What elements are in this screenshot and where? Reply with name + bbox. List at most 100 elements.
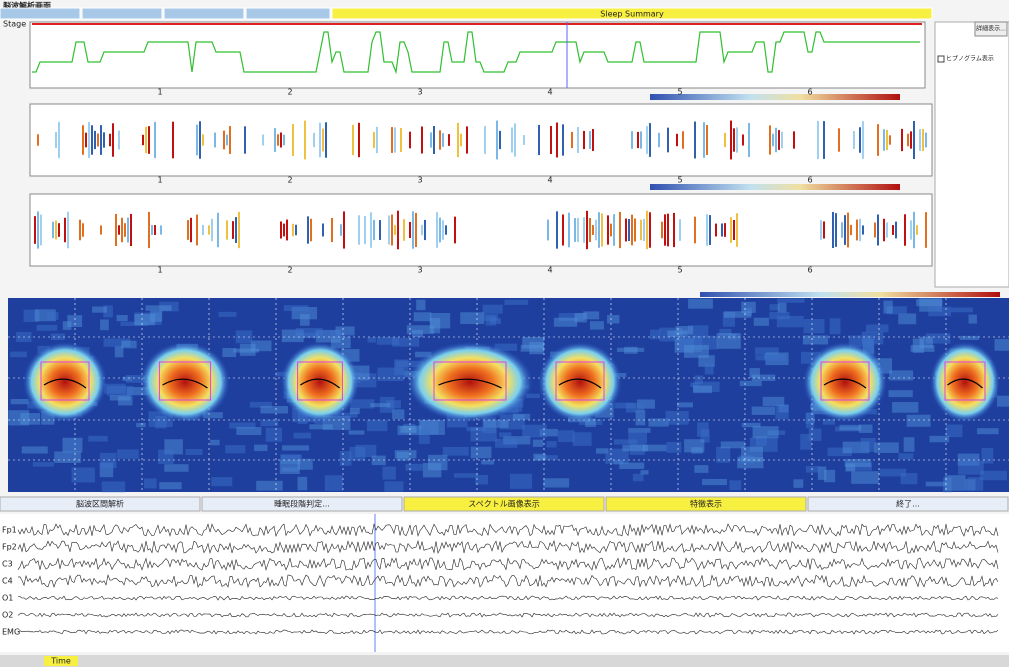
feature-bar: [511, 127, 513, 152]
feature-bar: [610, 224, 612, 237]
spec-noise: [146, 305, 172, 311]
feature-bar: [886, 222, 888, 237]
spec-noise: [693, 386, 712, 393]
spec-noise: [100, 453, 117, 468]
spec-blob: [930, 342, 1000, 422]
spec-noise: [406, 464, 424, 471]
feature-bar: [211, 219, 213, 241]
spec-noise: [282, 445, 309, 450]
feature-bar: [523, 135, 525, 145]
spec-blob: [140, 342, 230, 422]
feature-bar: [859, 127, 861, 153]
panel-label: Stage: [3, 20, 26, 29]
feature-bar: [904, 214, 906, 245]
feature-bar: [442, 133, 444, 147]
spec-noise: [349, 447, 365, 461]
spec-noise: [666, 442, 681, 453]
spec-noise: [995, 339, 1009, 351]
feature-bar: [160, 225, 162, 234]
feature-bar: [856, 220, 858, 241]
feature-bar: [292, 124, 294, 156]
feature-bar: [907, 134, 909, 147]
spec-noise: [558, 430, 575, 442]
feature-bar: [844, 215, 846, 245]
spec-noise: [911, 345, 935, 352]
channel-label: O2: [2, 611, 13, 620]
feature-bar: [433, 126, 435, 154]
tab[interactable]: [0, 8, 80, 19]
feature-bar: [874, 223, 876, 238]
feature-bar: [412, 211, 414, 248]
spec-noise: [260, 406, 287, 413]
feature-bar: [409, 132, 411, 149]
feature-bar: [721, 223, 723, 236]
spec-noise: [471, 447, 492, 459]
spec-noise: [590, 321, 604, 329]
feature-bar: [109, 134, 111, 147]
spec-noise: [533, 440, 543, 447]
spec-noise: [695, 375, 703, 384]
feature-bar: [889, 135, 891, 144]
spec-noise: [416, 300, 425, 310]
feature-bar: [607, 215, 609, 244]
tab[interactable]: [82, 8, 162, 19]
spec-noise: [752, 407, 775, 415]
spec-noise: [628, 428, 650, 433]
feature-bar: [733, 220, 735, 240]
feature-bar: [883, 219, 885, 241]
feature-bar: [208, 225, 210, 234]
spec-noise: [483, 305, 503, 314]
color-bar: [700, 292, 1000, 297]
feature-panel: [30, 194, 932, 266]
spec-noise: [294, 433, 312, 439]
spec-noise: [614, 439, 637, 444]
axis-label: 4: [547, 266, 552, 275]
spec-noise: [210, 440, 220, 445]
spec-noise: [879, 469, 906, 477]
checkbox[interactable]: [938, 56, 944, 62]
feature-bar: [499, 131, 501, 149]
spec-noise: [694, 465, 708, 473]
feature-bar: [238, 212, 240, 248]
feature-bar: [190, 218, 192, 242]
feature-bar: [55, 221, 57, 240]
feature-bar: [706, 125, 708, 155]
tab[interactable]: [164, 8, 244, 19]
spec-noise: [607, 315, 619, 324]
feature-bar: [295, 225, 297, 235]
spec-noise: [296, 328, 323, 338]
feature-bar: [148, 212, 150, 248]
feature-bar: [424, 220, 426, 240]
feature-bar: [817, 121, 819, 159]
spec-noise: [330, 330, 345, 339]
axis-label: 4: [547, 88, 552, 97]
spec-noise: [382, 467, 395, 480]
feature-bar: [430, 132, 432, 147]
feature-bar: [862, 225, 864, 234]
feature-bar: [649, 212, 651, 247]
feature-bar: [214, 133, 216, 148]
feature-bar: [202, 134, 204, 145]
feature-bar: [202, 225, 204, 235]
feature-bar: [244, 126, 246, 153]
spec-noise: [866, 325, 889, 333]
feature-bar: [103, 132, 105, 147]
feature-bar: [556, 123, 558, 158]
tab[interactable]: [246, 8, 330, 19]
feature-bar: [646, 211, 648, 249]
feature-bar: [724, 223, 726, 237]
feature-bar: [388, 215, 390, 244]
feature-bar: [706, 214, 708, 246]
feature-bar: [343, 211, 345, 248]
spec-noise: [619, 463, 644, 469]
feature-bar: [85, 133, 87, 148]
button-bar: 脳波区間解析睡眠段階判定...スペクトル画像表示特徴表示終了...: [0, 497, 1008, 511]
feature-bar: [823, 121, 825, 159]
feature-bar: [742, 134, 744, 145]
feature-bar: [199, 121, 201, 158]
spec-noise: [778, 303, 787, 313]
spec-noise: [483, 420, 508, 428]
spec-noise: [522, 425, 546, 438]
feature-bar: [115, 214, 117, 246]
spec-noise: [22, 446, 48, 453]
